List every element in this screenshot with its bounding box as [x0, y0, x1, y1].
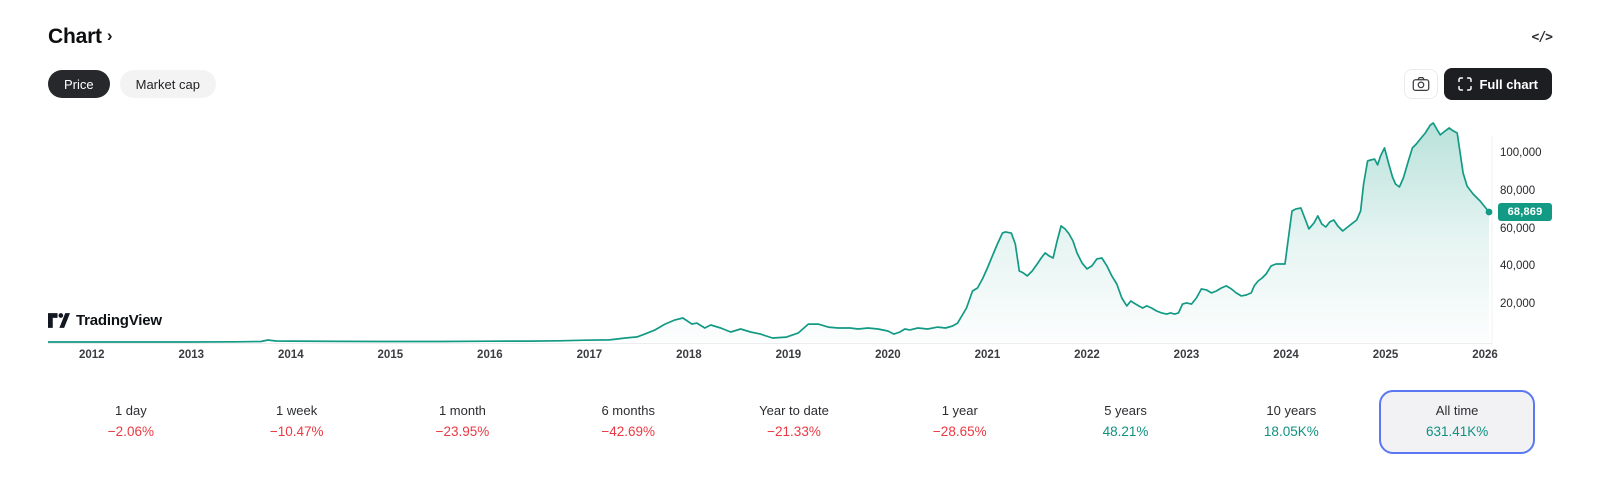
y-axis-label: 40,000	[1500, 260, 1536, 273]
full-chart-button[interactable]: Full chart	[1444, 68, 1552, 100]
tradingview-logo[interactable]: TradingView	[48, 312, 162, 329]
stat-period-value: 631.41K%	[1425, 424, 1489, 439]
toolbar-actions: Full chart	[1404, 68, 1552, 100]
stat-period-1-year[interactable]: 1 year −28.65%	[882, 390, 1038, 454]
x-axis-label: 2020	[875, 349, 901, 361]
stat-period-label: Year to date	[759, 403, 829, 418]
stat-period-all-time[interactable]: All time 631.41K%	[1379, 390, 1535, 454]
tradingview-wordmark: TradingView	[76, 312, 162, 329]
chart-toolbar: Price Market cap	[48, 68, 1552, 100]
stat-period-year-to-date[interactable]: Year to date −21.33%	[716, 390, 872, 454]
x-axis-label: 2024	[1273, 349, 1299, 361]
x-axis-label: 2023	[1173, 349, 1200, 361]
stat-period-1-week[interactable]: 1 week −10.47%	[219, 390, 375, 454]
chart-widget: Chart › </> Price Market cap	[0, 22, 1600, 485]
stat-period-10-years[interactable]: 10 years 18.05K%	[1213, 390, 1369, 454]
fullscreen-icon	[1458, 77, 1473, 91]
stat-period-value: −10.47%	[269, 424, 324, 439]
last-price-dot	[1485, 208, 1493, 216]
stat-period-label: 1 week	[276, 403, 318, 418]
stat-period-value: −2.06%	[107, 424, 154, 439]
stat-period-label: All time	[1435, 403, 1479, 418]
price-chart-canvas[interactable]: 100,000 80,000 60,000 40,000 20,000 2012 2013…	[48, 106, 1552, 364]
chart-section-link[interactable]: Chart ›	[48, 25, 113, 49]
stat-period-label: 5 years	[1104, 403, 1147, 418]
screenshot-button[interactable]	[1404, 69, 1439, 99]
x-axis-label: 2022	[1074, 349, 1100, 361]
stat-period-label: 6 months	[601, 403, 655, 418]
stat-period-value: −23.95%	[435, 424, 490, 439]
embed-code-icon[interactable]: </>	[1531, 29, 1554, 45]
period-stats-row: 1 day −2.06% 1 week −10.47% 1 month −23.…	[48, 390, 1540, 454]
stat-period-1-month[interactable]: 1 month −23.95%	[385, 390, 541, 454]
stat-period-label: 1 month	[438, 403, 486, 418]
price-area-fill	[48, 123, 1489, 342]
y-axis-label: 60,000	[1500, 222, 1536, 235]
x-axis-label: 2019	[775, 349, 802, 361]
x-axis-label: 2026	[1472, 349, 1498, 361]
y-axis-label: 100,000	[1500, 147, 1542, 160]
stat-period-label: 1 year	[941, 403, 978, 418]
price-toggle-button[interactable]: Price	[48, 70, 110, 98]
x-axis-label: 2012	[78, 349, 105, 361]
price-line	[48, 122, 1490, 343]
stat-period-value: −42.69%	[601, 424, 656, 439]
metric-toggle-group: Price Market cap	[48, 70, 216, 98]
page-title: Chart	[48, 25, 102, 48]
x-axis-label: 2016	[477, 349, 503, 361]
full-chart-label: Full chart	[1479, 76, 1538, 92]
x-axis-label: 2018	[676, 349, 702, 361]
camera-icon	[1412, 76, 1430, 92]
x-axis-label: 2021	[974, 349, 1001, 361]
x-axis-label: 2015	[377, 349, 404, 361]
stat-period-5-years[interactable]: 5 years 48.21%	[1048, 390, 1204, 454]
market-cap-toggle-button[interactable]: Market cap	[119, 70, 216, 98]
stat-period-value: −21.33%	[767, 424, 821, 439]
stat-period-value: 18.05K%	[1263, 424, 1319, 439]
stat-period-value: −28.65%	[932, 424, 987, 439]
x-axis-label: 2014	[278, 349, 304, 361]
stat-period-1-day[interactable]: 1 day −2.06%	[53, 390, 209, 454]
y-axis-label: 20,000	[1500, 298, 1536, 311]
stat-period-label: 1 day	[114, 403, 147, 418]
chart-header: Chart › </>	[48, 22, 1554, 52]
stat-period-6-months[interactable]: 6 months −42.69%	[550, 390, 706, 454]
stat-period-label: 10 years	[1266, 403, 1317, 418]
tradingview-mark-icon	[48, 313, 70, 328]
stat-period-value: 48.21%	[1102, 424, 1149, 439]
current-price-badge: 68,869	[1498, 202, 1552, 221]
y-axis-label: 80,000	[1500, 184, 1536, 197]
x-axis-label: 2017	[576, 349, 603, 361]
chevron-right-icon: ›	[106, 26, 113, 45]
x-axis-label: 2025	[1372, 349, 1399, 361]
x-axis-label: 2013	[178, 349, 205, 361]
price-area-chart	[48, 122, 1493, 344]
